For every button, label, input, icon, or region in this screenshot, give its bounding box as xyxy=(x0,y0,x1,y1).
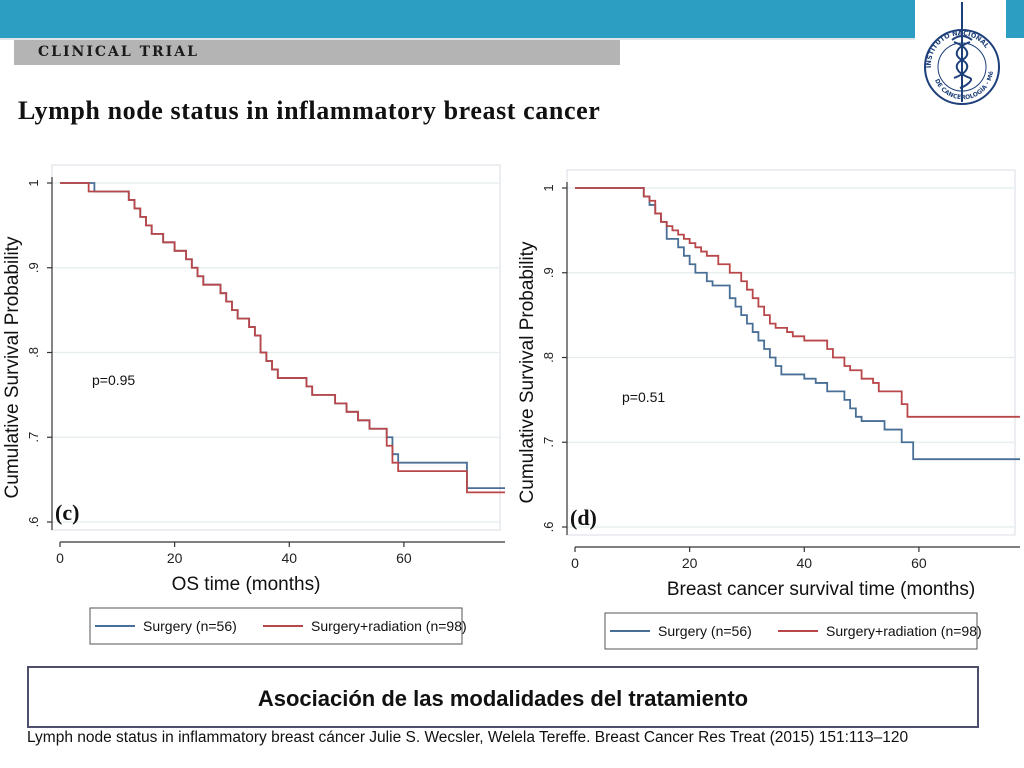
top-accent-bar xyxy=(0,0,915,38)
y-tick-label: .7 xyxy=(541,437,556,448)
y-tick-label: .6 xyxy=(541,522,556,533)
y-tick-label: 1 xyxy=(541,184,556,191)
x-tick-label: 0 xyxy=(56,550,64,566)
panel-label: (d) xyxy=(570,505,597,530)
plot-area: 1.9.8.7.6020406080Breast cancer survival… xyxy=(517,169,1020,600)
slide-title: Lymph node status in inflammatory breast… xyxy=(18,96,601,125)
y-tick-label: 1 xyxy=(26,179,41,186)
p-value-annotation: p=0.95 xyxy=(92,372,135,388)
caduceus-seal-icon: INSTITUTO NACIONAL DE CANCEROLOGÍA · Méx… xyxy=(920,0,1000,105)
survival-chart-c: 1.9.8.7.6020406080OS time (months)Cumula… xyxy=(0,160,505,660)
institution-logo: INSTITUTO NACIONAL DE CANCEROLOGÍA · Méx… xyxy=(920,0,1002,108)
km-curve-1 xyxy=(575,187,1020,418)
y-tick-label: .8 xyxy=(541,352,556,363)
y-axis-title: Cumulative Survival Probability xyxy=(517,241,538,503)
caption-box: Asociación de las modalidades del tratam… xyxy=(27,666,979,728)
legend-label-1: Surgery+radiation (n=98) xyxy=(826,623,982,639)
x-tick-label: 40 xyxy=(796,555,812,571)
plot-frame xyxy=(51,164,501,531)
chart-svg: 1.9.8.7.6020406080Breast cancer survival… xyxy=(517,169,1020,650)
x-axis-title: OS time (months) xyxy=(172,574,321,595)
panel-label: (c) xyxy=(55,500,79,525)
chart-legend: Surgery (n=56) Surgery+radiation (n=98) xyxy=(604,612,982,650)
x-tick-label: 40 xyxy=(281,550,297,566)
top-accent-bar-right xyxy=(1006,0,1024,38)
p-value-annotation: p=0.51 xyxy=(622,389,665,405)
x-tick-label: 0 xyxy=(571,555,579,571)
y-tick-label: .7 xyxy=(26,432,41,443)
section-banner: CLINICAL TRIAL xyxy=(14,40,620,65)
caption-text: Asociación de las modalidades del tratam… xyxy=(257,686,749,711)
x-tick-label: 60 xyxy=(911,555,927,571)
x-axis-title: Breast cancer survival time (months) xyxy=(667,579,975,600)
y-tick-label: .9 xyxy=(26,262,41,273)
y-tick-label: .6 xyxy=(26,517,41,528)
reference-citation: Lymph node status in inflammatory breast… xyxy=(27,729,909,746)
y-tick-label: .9 xyxy=(541,267,556,278)
y-axis-title: Cumulative Survival Probability xyxy=(2,236,23,498)
legend-label-0: Surgery (n=56) xyxy=(658,623,752,639)
section-label: CLINICAL TRIAL xyxy=(38,44,199,60)
plot-frame xyxy=(566,169,1016,536)
x-tick-label: 60 xyxy=(396,550,412,566)
x-tick-label: 20 xyxy=(167,550,183,566)
legend-label-1: Surgery+radiation (n=98) xyxy=(311,618,467,634)
survival-chart-d: 1.9.8.7.6020406080Breast cancer survival… xyxy=(515,165,1020,665)
y-tick-label: .8 xyxy=(26,347,41,358)
plot-area: 1.9.8.7.6020406080OS time (months)Cumula… xyxy=(2,164,505,595)
legend-label-0: Surgery (n=56) xyxy=(143,618,237,634)
chart-legend: Surgery (n=56) Surgery+radiation (n=98) xyxy=(89,607,467,645)
x-tick-label: 20 xyxy=(682,555,698,571)
km-curve-0 xyxy=(575,187,1020,461)
chart-svg: 1.9.8.7.6020406080OS time (months)Cumula… xyxy=(2,164,505,645)
km-curve-1 xyxy=(60,182,505,494)
top-accent-divider xyxy=(0,38,915,40)
